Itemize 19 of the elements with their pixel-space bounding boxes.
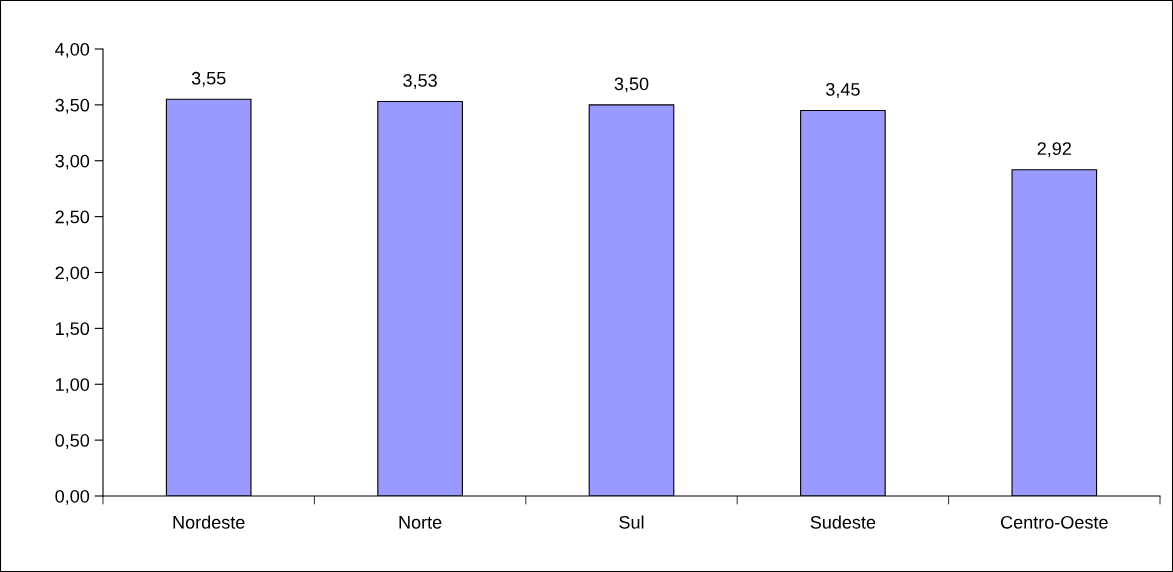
x-tick-label: Nordeste <box>173 515 245 529</box>
x-tick-label: Sul <box>619 515 644 529</box>
x-tick-label: Centro-Oeste <box>1001 515 1108 529</box>
y-tick-label: 1,50 <box>56 322 90 338</box>
data-label: 3,45 <box>826 83 860 98</box>
y-tick-label: 0,00 <box>55 489 90 505</box>
data-label: 2,92 <box>1037 142 1071 158</box>
y-tick-label: 4,00 <box>55 42 90 58</box>
y-tick-label: 3,00 <box>55 154 90 170</box>
data-label: 3,53 <box>403 74 437 89</box>
y-tick-label: 1,00 <box>56 378 90 394</box>
x-tick-label: Sudeste <box>810 515 876 529</box>
x-tick-label: Norte <box>399 516 442 529</box>
data-label: 3,55 <box>191 71 226 87</box>
data-label: 3,50 <box>614 77 649 93</box>
y-tick-label: 3,50 <box>55 98 90 114</box>
y-tick-label: 2,00 <box>55 266 90 282</box>
y-tick-label: 2,50 <box>55 210 90 226</box>
y-tick-label: 0,50 <box>55 434 90 449</box>
